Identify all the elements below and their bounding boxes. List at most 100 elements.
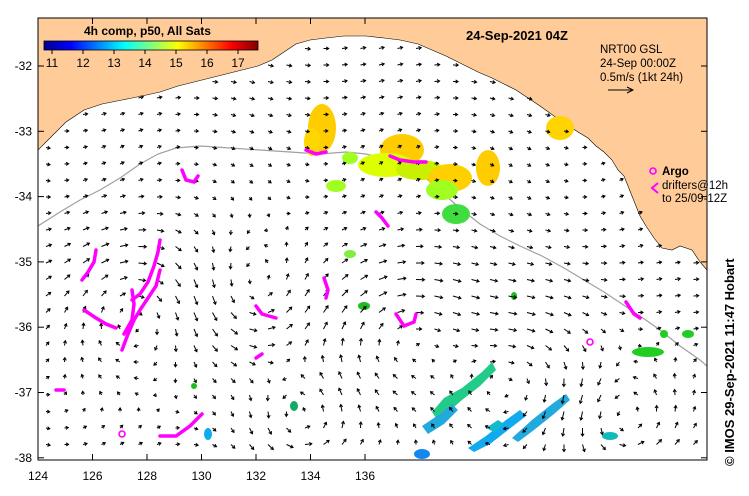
current-arrowhead bbox=[80, 356, 85, 361]
current-arrowhead bbox=[658, 276, 663, 281]
current-arrow bbox=[304, 273, 309, 280]
current-arrowhead bbox=[620, 194, 625, 199]
current-arrowhead bbox=[398, 177, 403, 182]
current-arrowhead bbox=[362, 111, 366, 116]
current-arrowhead bbox=[454, 211, 459, 216]
current-arrowhead bbox=[360, 438, 364, 443]
current-arrowhead bbox=[213, 179, 217, 184]
current-arrowhead bbox=[361, 177, 366, 182]
current-arrowhead bbox=[493, 343, 498, 348]
current-arrow bbox=[341, 305, 348, 313]
current-arrow bbox=[175, 312, 179, 321]
current-arrow bbox=[341, 438, 347, 445]
current-arrowhead bbox=[399, 45, 404, 50]
current-arrowhead bbox=[249, 180, 254, 184]
current-arrow bbox=[360, 439, 364, 445]
current-arrowhead bbox=[621, 244, 626, 249]
current-arrowhead bbox=[584, 330, 589, 334]
current-arrowhead bbox=[48, 275, 52, 280]
current-arrow bbox=[212, 279, 215, 288]
current-arrowhead bbox=[398, 111, 403, 116]
current-arrowhead bbox=[193, 395, 197, 399]
current-arrowhead bbox=[379, 161, 384, 165]
current-arrowhead bbox=[176, 300, 181, 305]
current-arrowhead bbox=[435, 178, 440, 183]
current-arrowhead bbox=[286, 179, 291, 183]
current-arrow bbox=[597, 378, 602, 386]
current-arrow bbox=[193, 345, 198, 352]
current-arrowhead bbox=[83, 425, 88, 430]
current-arrowhead bbox=[494, 327, 499, 332]
current-arrowhead bbox=[122, 292, 127, 297]
current-arrow bbox=[434, 328, 441, 332]
current-arrowhead bbox=[105, 258, 110, 263]
current-arrowhead bbox=[251, 96, 256, 101]
current-arrowhead bbox=[429, 391, 434, 395]
current-arrowhead bbox=[392, 390, 397, 395]
x-tick-label: 132 bbox=[246, 469, 266, 483]
current-arrowhead bbox=[123, 210, 127, 215]
current-arrow bbox=[193, 229, 199, 235]
current-arrowhead bbox=[232, 96, 237, 101]
current-arrowhead bbox=[490, 162, 495, 167]
current-arrowhead bbox=[139, 441, 144, 446]
current-arrowhead bbox=[320, 404, 325, 409]
current-arrow bbox=[101, 227, 109, 231]
current-arrowhead bbox=[453, 359, 457, 364]
current-arrowhead bbox=[622, 294, 627, 299]
current-arrowhead bbox=[343, 128, 348, 133]
current-arrowhead bbox=[476, 311, 481, 316]
current-arrowhead bbox=[621, 260, 626, 265]
current-arrow bbox=[45, 275, 52, 280]
current-arrowhead bbox=[430, 375, 434, 379]
current-arrowhead bbox=[123, 276, 128, 280]
current-arrow bbox=[341, 321, 346, 330]
current-arrow bbox=[526, 262, 534, 265]
current-arrow bbox=[582, 262, 589, 265]
current-arrowhead bbox=[532, 312, 536, 316]
current-arrow bbox=[341, 274, 349, 280]
current-arrowhead bbox=[84, 112, 89, 117]
current-arrowhead bbox=[212, 213, 216, 218]
current-arrowhead bbox=[80, 339, 85, 344]
current-arrowhead bbox=[492, 80, 497, 85]
x-tick-label: 130 bbox=[191, 469, 211, 483]
current-arrowhead bbox=[541, 431, 546, 436]
current-arrowhead bbox=[302, 406, 307, 411]
current-arrowhead bbox=[454, 178, 458, 183]
current-arrowhead bbox=[304, 241, 308, 246]
current-arrowhead bbox=[550, 312, 554, 317]
current-arrow bbox=[323, 338, 326, 346]
current-arrowhead bbox=[675, 342, 679, 346]
current-arrowhead bbox=[115, 341, 120, 346]
current-arrowhead bbox=[620, 427, 624, 432]
current-arrow bbox=[360, 338, 362, 346]
current-arrowhead bbox=[392, 373, 397, 378]
current-arrow bbox=[600, 279, 607, 281]
current-arrow bbox=[64, 274, 71, 280]
current-arrowhead bbox=[214, 332, 218, 337]
current-arrow bbox=[249, 394, 252, 401]
current-arrowhead bbox=[585, 261, 590, 266]
current-arrow bbox=[230, 279, 233, 286]
current-arrow bbox=[526, 345, 534, 349]
current-arrow bbox=[582, 295, 589, 299]
current-arrowhead bbox=[213, 162, 218, 167]
current-arrowhead bbox=[267, 196, 272, 201]
current-arrowhead bbox=[287, 129, 292, 134]
current-arrowhead bbox=[399, 95, 404, 100]
current-arrowhead bbox=[676, 326, 681, 331]
colorbar-tick-label: 12 bbox=[76, 56, 90, 70]
current-arrowhead bbox=[228, 265, 233, 270]
current-arrowhead bbox=[546, 212, 551, 217]
current-arrowhead bbox=[233, 80, 238, 85]
current-arrow bbox=[562, 427, 565, 437]
current-arrowhead bbox=[658, 293, 663, 298]
current-arrowhead bbox=[639, 227, 644, 232]
current-arrow bbox=[212, 345, 218, 352]
current-arrowhead bbox=[161, 246, 165, 250]
current-arrow bbox=[249, 411, 252, 418]
current-arrowhead bbox=[603, 312, 608, 316]
current-arrowhead bbox=[319, 371, 324, 376]
